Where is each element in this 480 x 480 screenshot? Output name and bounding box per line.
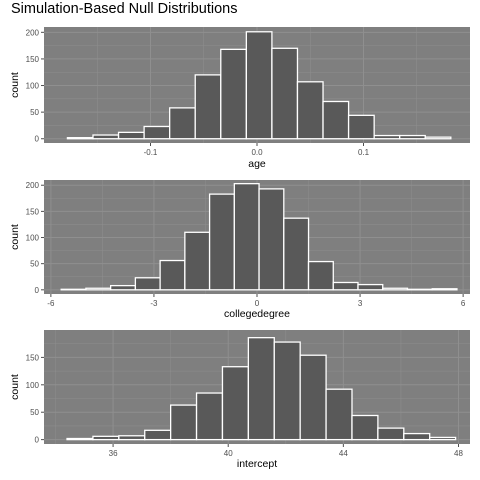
- histogram-bar: [66, 437, 94, 441]
- histogram-bar: [271, 47, 299, 140]
- x-tick-label: 0.0: [251, 148, 263, 157]
- histogram-bar: [258, 188, 285, 291]
- histogram-bar: [220, 48, 247, 140]
- histogram-bar: [247, 337, 275, 441]
- histogram-bar: [184, 231, 211, 291]
- x-tick-label: 6: [461, 299, 466, 308]
- x-tick-label: -6: [47, 299, 55, 308]
- histogram-bar: [159, 259, 186, 291]
- y-tick-label: 100: [26, 234, 40, 243]
- histogram-bar: [373, 134, 401, 140]
- y-tick-label: 200: [26, 181, 40, 190]
- histogram-bar: [406, 288, 433, 291]
- y-axis-title: count: [9, 224, 21, 250]
- histogram-bar: [273, 341, 301, 441]
- y-tick-label: 200: [26, 28, 40, 37]
- histogram-bar: [307, 260, 334, 291]
- y-tick-label: 100: [26, 82, 40, 91]
- histogram-bar: [169, 404, 198, 441]
- histogram-bar: [351, 414, 379, 441]
- histogram-bar: [169, 107, 196, 140]
- histogram-bar: [118, 435, 146, 441]
- histogram-bar: [347, 114, 375, 140]
- histogram-bar: [144, 429, 172, 441]
- histogram-bar: [60, 288, 87, 291]
- y-tick-label: 50: [30, 260, 39, 269]
- y-tick-label: 0: [35, 436, 40, 445]
- histogram-bar: [66, 137, 94, 140]
- histogram-bar: [195, 392, 224, 441]
- y-tick-label: 0: [35, 135, 40, 144]
- histogram-bar: [85, 287, 112, 291]
- x-tick-label: 48: [454, 449, 463, 458]
- histogram-bar: [399, 134, 426, 140]
- x-tick-label: 3: [358, 299, 363, 308]
- y-tick-label: 150: [26, 55, 40, 64]
- histogram-bar: [92, 435, 120, 441]
- y-tick-label: 0: [35, 286, 40, 295]
- x-tick-label: 44: [339, 449, 348, 458]
- histogram-bar: [424, 136, 452, 140]
- y-tick-label: 50: [30, 408, 39, 417]
- y-tick-label: 100: [26, 381, 40, 390]
- x-tick-label: 40: [224, 449, 233, 458]
- histogram-bar: [109, 284, 137, 291]
- x-tick-label: 0.1: [358, 148, 370, 157]
- histogram-bar: [325, 388, 353, 441]
- y-axis-title: count: [9, 374, 21, 400]
- histogram-bar: [208, 193, 235, 291]
- y-tick-label: 150: [26, 207, 40, 216]
- histogram-bar: [429, 436, 457, 441]
- x-tick-label: 0: [255, 299, 260, 308]
- histogram-bar: [332, 281, 359, 291]
- y-tick-label: 150: [26, 353, 40, 362]
- histogram-bar: [117, 131, 145, 140]
- histogram-bar: [403, 432, 431, 441]
- histogram-bar: [382, 287, 409, 291]
- y-tick-label: 50: [30, 108, 39, 117]
- x-tick-label: -0.1: [144, 148, 158, 157]
- histogram-bar: [431, 288, 458, 291]
- x-axis-title: age: [248, 158, 266, 170]
- x-tick-label: -3: [150, 299, 158, 308]
- histogram-bar: [283, 217, 310, 291]
- histogram-bar: [134, 277, 161, 291]
- x-axis-title: intercept: [237, 458, 277, 470]
- panel-intercept: 36 40 44 48 0 50 100 150 intercept count: [9, 330, 470, 470]
- histogram-bar: [377, 427, 405, 441]
- histogram-bar: [245, 31, 273, 140]
- y-axis-title: count: [9, 72, 21, 98]
- histogram-bar: [92, 134, 120, 140]
- chart-title: Simulation-Based Null Distributions: [11, 1, 238, 17]
- histogram-bar: [221, 366, 250, 441]
- histogram-bar: [233, 183, 260, 291]
- histogram-bar: [357, 283, 384, 291]
- panel-age: -0.1 0.0 0.1 0 50 100 150 200 age count: [9, 27, 470, 170]
- histogram-bar: [296, 81, 324, 140]
- x-axis-title: collegedegree: [224, 308, 290, 320]
- histogram-bar: [299, 354, 327, 441]
- panel-collegedegree: -6 -3 0 3 6 0 50 100 150 200 collegedegree count: [9, 180, 470, 320]
- histogram-bar: [194, 74, 222, 140]
- histogram-bar: [143, 125, 171, 140]
- x-tick-label: 36: [109, 449, 118, 458]
- histogram-bar: [322, 100, 350, 140]
